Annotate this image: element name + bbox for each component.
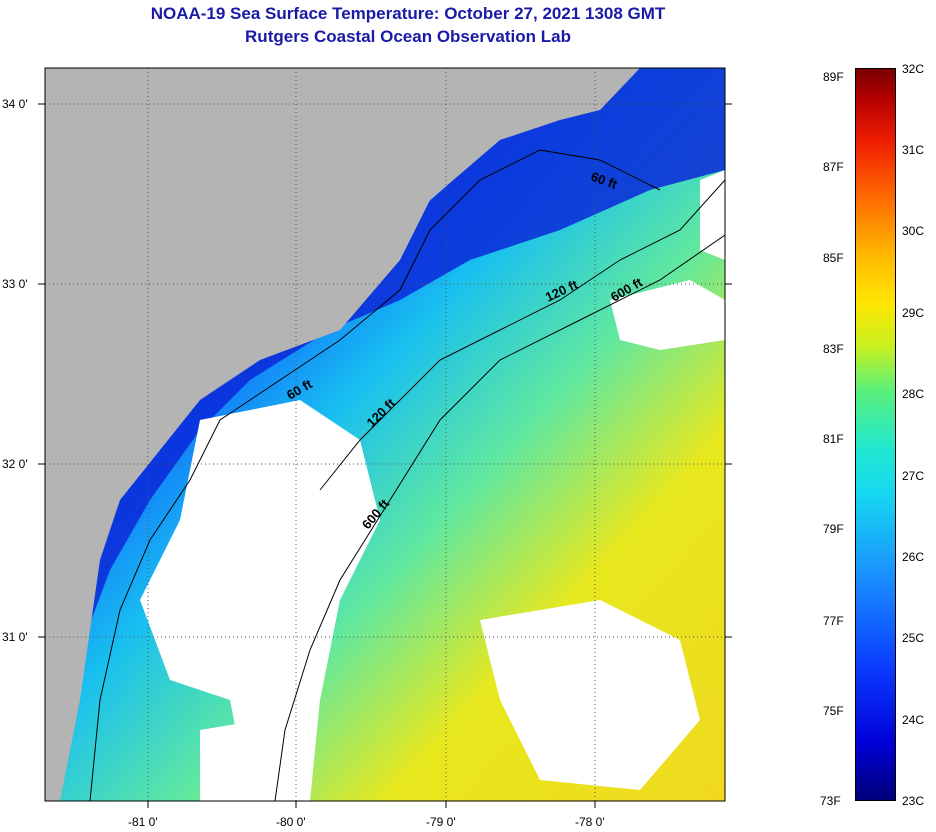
colorbar-label-c: 26C — [902, 550, 925, 564]
cloud-mask — [480, 600, 700, 790]
colorbar-label-f: 79F — [823, 522, 844, 536]
isobath-120ft — [319, 179, 725, 491]
colorbar-label-c: 27C — [902, 469, 925, 483]
colorbar-label-f: 81F — [823, 432, 844, 446]
cloud-mask — [610, 280, 725, 350]
graticule — [45, 68, 725, 801]
colorbar-label-f: 73F — [820, 794, 841, 808]
lat-tick-label: 34 0' — [2, 97, 28, 111]
colorbar-label-c: 28C — [902, 387, 925, 401]
colorbar-label-c: 24C — [902, 713, 925, 727]
map-subtitle: Rutgers Coastal Ocean Observation Lab — [245, 27, 571, 46]
lat-tick-label: 32 0' — [2, 457, 28, 471]
map-title: NOAA-19 Sea Surface Temperature: October… — [150, 4, 666, 23]
cloud-mask — [140, 400, 380, 801]
colorbar-label-f: 83F — [823, 342, 844, 356]
colorbar-label-f: 77F — [823, 614, 844, 628]
cloud-mask — [700, 170, 725, 260]
lat-tick-label: 33 0' — [2, 277, 28, 291]
axis-ticks — [38, 103, 732, 808]
land-area — [45, 68, 640, 801]
cold-coastal-water — [45, 68, 725, 801]
lon-tick-label: -78 0' — [575, 815, 605, 829]
colorbar-label-f: 87F — [823, 160, 844, 174]
colorbar-label-f: 85F — [823, 251, 844, 265]
lon-tick-label: -81 0' — [128, 815, 158, 829]
colorbar-label-f: 89F — [823, 70, 844, 84]
colorbar-label-c: 32C — [902, 62, 925, 76]
colorbar-label-c: 31C — [902, 143, 925, 157]
isobath-600ft — [274, 234, 725, 801]
cloud-mask — [200, 720, 260, 801]
isobath-60ft — [89, 149, 661, 801]
lat-tick-label: 31 0' — [2, 630, 28, 644]
lon-tick-label: -79 0' — [426, 815, 456, 829]
colorbar-label-c: 29C — [902, 306, 925, 320]
lon-tick-label: -80 0' — [276, 815, 306, 829]
colorbar-label-c: 25C — [902, 631, 925, 645]
colorbar-label-c: 30C — [902, 224, 925, 238]
colorbar-label-c: 23C — [902, 794, 925, 808]
temperature-colorbar — [855, 68, 896, 801]
map-frame — [44, 67, 726, 802]
colorbar-label-f: 75F — [823, 704, 844, 718]
